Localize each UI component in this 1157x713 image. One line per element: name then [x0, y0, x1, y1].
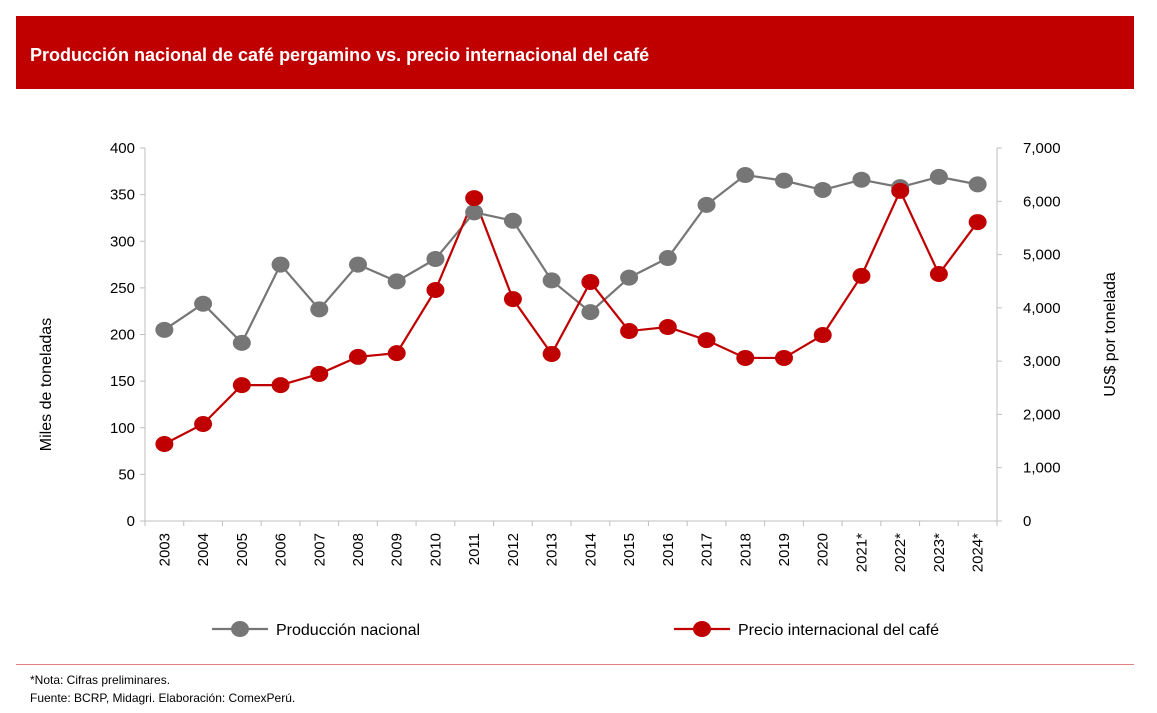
x-tick-label: 2024* — [970, 533, 987, 572]
production-point — [852, 171, 871, 188]
price-point — [426, 282, 445, 299]
production-point — [736, 167, 755, 184]
price-point — [968, 214, 987, 231]
price-point — [736, 349, 755, 366]
price-point — [349, 348, 367, 365]
legend-price-label: Precio internacional del café — [738, 622, 939, 639]
right-tick-label: 0 — [1023, 513, 1031, 530]
production-line — [163, 173, 978, 345]
production-point — [194, 295, 213, 312]
price-point — [503, 291, 522, 308]
x-tick-label: 2018 — [737, 533, 754, 566]
price-line — [163, 188, 979, 445]
production-point — [155, 321, 174, 338]
production-point — [581, 304, 600, 321]
production-point — [813, 181, 832, 198]
left-tick-label: 0 — [127, 513, 135, 530]
production-point — [232, 334, 251, 351]
production-point — [310, 301, 329, 318]
price-point — [581, 274, 600, 291]
price-point — [658, 319, 677, 336]
footer-source: Fuente: BCRP, Midagri. Elaboración: Come… — [30, 691, 296, 705]
right-tick-label: 5,000 — [1023, 247, 1061, 264]
right-tick-label: 2,000 — [1023, 406, 1061, 423]
x-tick-label: 2009 — [389, 533, 406, 566]
x-tick-label: 2021* — [853, 533, 870, 572]
title-bar: Producción nacional de café pergamino vs… — [16, 16, 1134, 89]
price-point — [891, 182, 910, 199]
left-tick-label: 400 — [110, 140, 135, 157]
production-point — [387, 273, 406, 290]
right-axis-title: US$ por tonelada — [1102, 272, 1119, 397]
x-tick-label: 2003 — [156, 533, 173, 566]
right-tick-label: 1,000 — [1023, 460, 1061, 477]
price-point — [271, 377, 290, 394]
production-point — [697, 196, 716, 213]
right-tick-label: 3,000 — [1023, 353, 1061, 370]
x-tick-label: 2023* — [931, 533, 948, 572]
right-tick-label: 4,000 — [1023, 300, 1061, 317]
left-tick-label: 50 — [118, 466, 135, 483]
left-tick-label: 300 — [110, 233, 135, 250]
footer-divider — [16, 664, 1134, 665]
x-tick-label: 2017 — [699, 533, 716, 566]
left-tick-label: 150 — [110, 373, 135, 390]
price-point — [387, 345, 406, 362]
price-point — [697, 332, 716, 349]
right-tick-label: 7,000 — [1023, 140, 1061, 157]
price-point — [310, 365, 329, 382]
x-tick-label: 2020 — [815, 533, 832, 566]
price-point — [852, 267, 871, 284]
right-tick-label: 6,000 — [1023, 193, 1061, 210]
production-point — [426, 250, 445, 267]
left-tick-label: 350 — [110, 187, 135, 204]
legend-price-marker — [693, 621, 711, 637]
x-tick-label: 2008 — [350, 533, 367, 566]
x-tick-label: 2004 — [195, 533, 212, 566]
x-tick-label: 2013 — [544, 533, 561, 566]
production-point — [349, 256, 367, 273]
x-tick-label: 2007 — [311, 533, 328, 566]
production-point — [775, 172, 793, 189]
production-point — [465, 204, 484, 221]
price-point — [194, 416, 213, 433]
price-point — [775, 349, 793, 366]
x-tick-label: 2005 — [234, 533, 251, 566]
production-point — [271, 256, 290, 273]
production-point — [929, 168, 948, 185]
x-tick-label: 2015 — [621, 533, 638, 566]
price-point — [620, 323, 639, 340]
x-tick-label: 2010 — [427, 533, 444, 566]
x-tick-label: 2019 — [776, 533, 793, 566]
price-point — [465, 190, 484, 207]
price-point — [155, 436, 174, 453]
x-tick-label: 2014 — [582, 533, 599, 566]
x-tick-label: 2011 — [466, 533, 483, 565]
chart-title: Producción nacional de café pergamino vs… — [30, 45, 650, 65]
footer-note: *Nota: Cifras preliminares. — [30, 673, 171, 687]
production-point — [542, 272, 561, 289]
left-tick-label: 100 — [110, 420, 135, 437]
production-point — [658, 250, 677, 267]
left-tick-label: 200 — [110, 327, 135, 344]
x-tick-label: 2012 — [505, 533, 522, 566]
left-axis-title: Miles de toneladas — [38, 318, 55, 451]
legend-production-marker — [231, 621, 249, 637]
x-tick-label: 2022* — [892, 533, 909, 572]
legend-production-label: Producción nacional — [276, 622, 420, 639]
price-point — [542, 345, 561, 362]
price-point — [929, 266, 948, 283]
x-tick-label: 2016 — [660, 533, 677, 566]
x-tick-label: 2006 — [273, 533, 290, 566]
left-tick-label: 250 — [110, 280, 135, 297]
production-point — [503, 212, 522, 229]
price-point — [813, 327, 832, 344]
price-point — [232, 377, 251, 394]
production-point — [620, 269, 639, 286]
production-point — [968, 176, 987, 193]
